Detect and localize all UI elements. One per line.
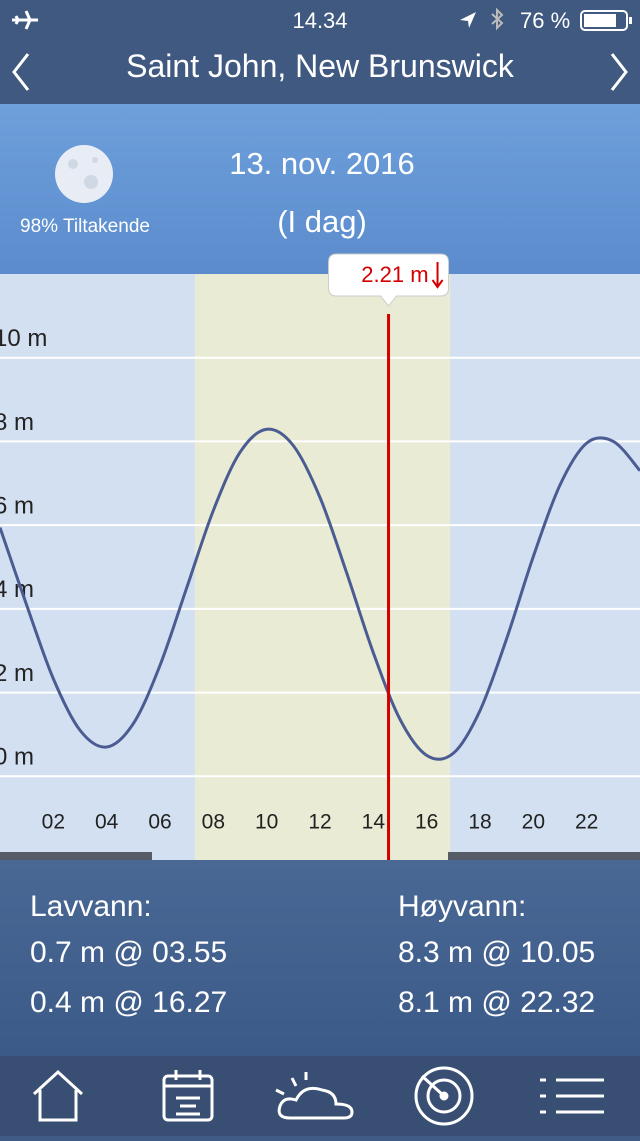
y-tick-label: 10 m (0, 325, 47, 352)
low-title: Lavvann: (30, 890, 152, 923)
date-panel: 98% Tiltakende 13. nov. 2016 (I dag) (0, 104, 640, 274)
date-line: 13. nov. 2016 (229, 146, 415, 181)
y-tick-label: 0 m (0, 744, 34, 771)
tide-summary: Lavvann: 0.7 m @ 03.55 0.4 m @ 16.27 Høy… (0, 860, 640, 1056)
moon-icon (55, 145, 113, 203)
status-icons (460, 8, 504, 31)
date-sub: (I dag) (277, 204, 367, 239)
x-tick-label: 02 (42, 811, 65, 834)
x-tick-label: 14 (362, 811, 386, 834)
scroll-indicator (0, 852, 152, 860)
tab-icons (32, 1066, 604, 1126)
falling-arrow (431, 262, 444, 289)
x-tick-label: 16 (415, 811, 438, 834)
x-tick-label: 08 (202, 811, 225, 834)
moon-label: 98% Tiltakende (20, 216, 150, 237)
tide-chart: 0 m2 m4 m6 m8 m10 m02 04 06 08 10 12 14 16 18 20 2… (0, 253, 640, 860)
nav-bar: Saint John, New Brunswick (0, 40, 640, 104)
now-value: 2.21 m (361, 262, 428, 287)
tide-curve (0, 427, 640, 761)
x-tick-label: 20 (522, 811, 545, 834)
weather-tab[interactable] (275, 1072, 354, 1120)
status-bar: 14.34 76 % (0, 0, 640, 40)
tab-bar (0, 1056, 640, 1136)
low-row: 0.4 m @ 16.27 (30, 986, 228, 1019)
radar-tab[interactable] (414, 1066, 474, 1126)
low-row: 0.7 m @ 03.55 (30, 936, 228, 969)
battery-text: 76 % (520, 8, 571, 33)
clock: 14.34 (292, 8, 348, 33)
high-row: 8.1 m @ 22.32 (398, 986, 596, 1019)
prev-button[interactable] (8, 50, 34, 94)
scroll-indicator (448, 852, 640, 860)
x-tick-label: 10 (255, 811, 278, 834)
location-title: Saint John, New Brunswick (126, 48, 514, 84)
y-tick-label: 2 m (0, 660, 34, 687)
x-tick-label: 06 (148, 811, 171, 834)
high-row: 8.3 m @ 10.05 (398, 936, 596, 969)
menu-tab[interactable] (540, 1078, 604, 1114)
now-callout (328, 253, 450, 307)
y-tick-label: 8 m (0, 409, 34, 436)
home-tab[interactable] (32, 1069, 84, 1122)
calendar-tab[interactable] (162, 1070, 214, 1122)
high-title: Høyvann: (398, 890, 527, 923)
x-tick-label: 22 (575, 811, 598, 834)
daylight-band (194, 274, 451, 860)
airplane-icon (12, 10, 38, 30)
x-tick-label: 12 (308, 811, 331, 834)
next-button[interactable] (606, 50, 632, 94)
battery-icon (580, 10, 632, 31)
x-tick-label: 04 (95, 811, 119, 834)
x-tick-label: 18 (468, 811, 491, 834)
y-tick-label: 6 m (0, 492, 34, 519)
